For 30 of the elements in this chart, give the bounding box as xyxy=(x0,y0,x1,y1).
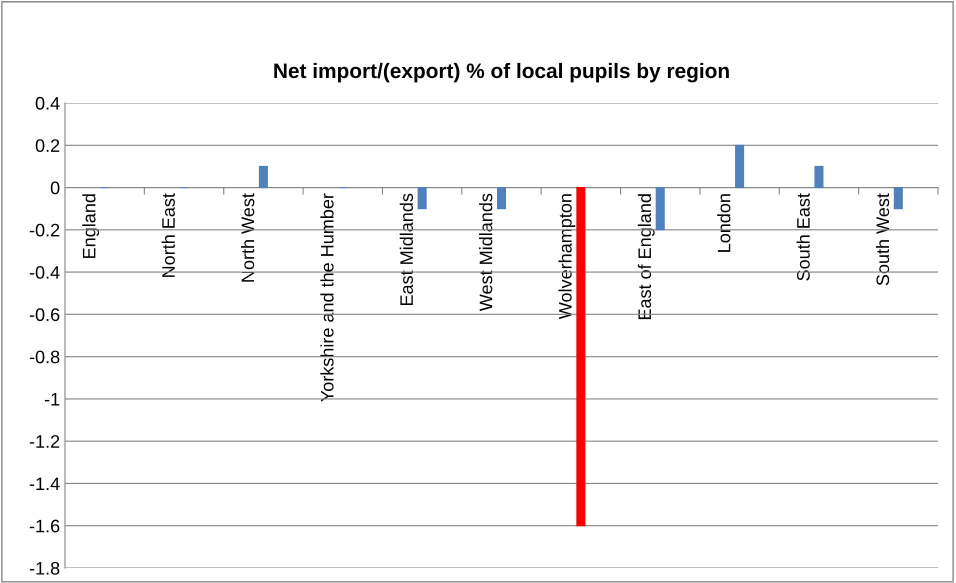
x-tick-label: South East xyxy=(796,193,810,281)
x-tick-label: Yorkshire and the Humber xyxy=(320,193,334,402)
x-tick-label: England xyxy=(82,194,100,258)
bar xyxy=(894,186,903,210)
y-tick-label: -0.4 xyxy=(30,266,60,279)
x-tick-label: North East xyxy=(162,193,175,277)
bar xyxy=(814,166,824,188)
y-tick-label: 0.2 xyxy=(36,139,60,152)
bar xyxy=(656,186,665,230)
y-tick-label: -1 xyxy=(44,393,60,406)
x-tick-label: Wolverhampton xyxy=(558,194,576,320)
bar xyxy=(258,166,268,188)
y-tick-label: -0.6 xyxy=(30,308,60,322)
bar xyxy=(576,186,586,526)
y-tick-label: -1.8 xyxy=(30,562,60,575)
x-tick-label: East Midlands xyxy=(400,194,413,306)
chart-title: Net import/(export) % of local pupils by region xyxy=(274,62,729,82)
y-tick-label: -0.2 xyxy=(30,224,60,237)
bar xyxy=(735,144,744,188)
x-tick-label: South West xyxy=(876,193,890,286)
y-tick-label: 0 xyxy=(50,181,60,194)
x-tick-label: West Midlands xyxy=(479,194,492,312)
y-tick-label: -1.2 xyxy=(30,435,60,448)
y-tick-label: 0.4 xyxy=(36,96,60,110)
x-tick-label: London xyxy=(717,194,730,252)
bar xyxy=(496,186,506,210)
y-tick-label: -1.6 xyxy=(30,520,60,532)
bar xyxy=(418,186,427,210)
y-tick-label: -1.4 xyxy=(30,478,60,490)
y-tick-label: -0.8 xyxy=(30,350,60,364)
